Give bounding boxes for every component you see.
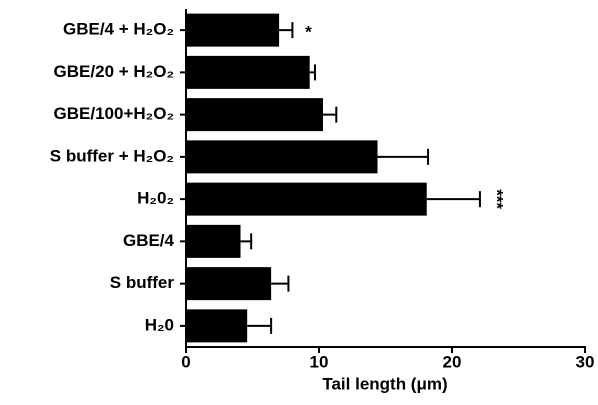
y-tick-label: S buffer (110, 273, 175, 292)
bar (186, 267, 272, 301)
error-bar (271, 275, 290, 292)
error-bar (426, 191, 481, 208)
bar (186, 13, 280, 47)
x-axis-label: Tail length (μm) (322, 374, 447, 393)
bar (186, 182, 427, 216)
y-tick-label: S buffer + H₂O₂ (50, 146, 174, 165)
error-bar (240, 233, 253, 250)
x-tick-label: 0 (181, 352, 190, 371)
y-tick-label: H₂0 (145, 315, 174, 334)
bar (186, 55, 310, 89)
y-tick-label: GBE/100+H₂O₂ (54, 104, 174, 123)
bar (186, 224, 241, 258)
error-bar (309, 64, 317, 81)
x-tick-label: 20 (443, 352, 462, 371)
error-bar (377, 148, 430, 165)
bar (186, 98, 323, 132)
annotation: * (305, 23, 312, 42)
y-tick-label: GBE/4 + H₂O₂ (63, 20, 174, 39)
y-tick-label: GBE/4 (123, 231, 175, 250)
x-tick-label: 30 (576, 352, 595, 371)
x-tick-label: 10 (310, 352, 329, 371)
error-bar (247, 317, 273, 334)
y-tick-label: GBE/20 + H₂O₂ (54, 62, 174, 81)
annotation: *** (487, 189, 506, 209)
bar (186, 140, 378, 174)
bar (186, 309, 248, 343)
error-bar (322, 106, 338, 123)
y-tick-label: H₂0₂ (137, 189, 174, 208)
error-bar (279, 22, 294, 39)
